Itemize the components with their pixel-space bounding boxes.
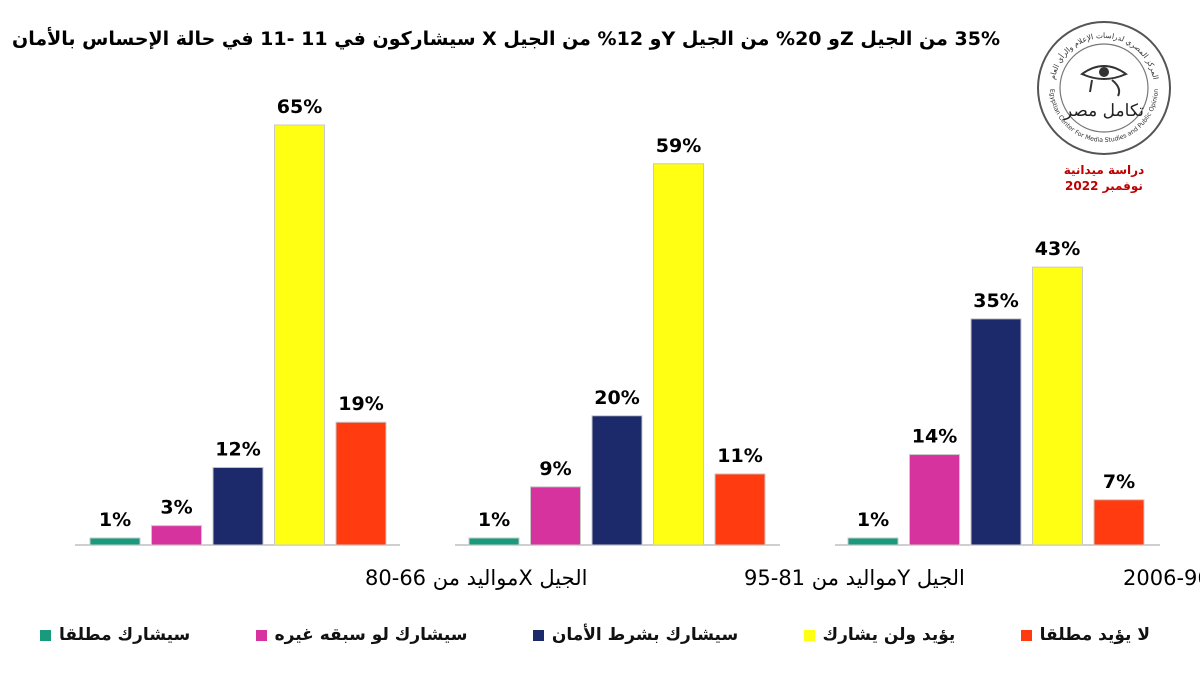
bar-value-label: 11% — [717, 445, 762, 467]
legend-item: سيشارك بشرط الأمان — [532, 625, 739, 645]
bar — [909, 454, 960, 546]
bar — [847, 537, 899, 546]
bar — [89, 537, 141, 546]
legend-item: سيشارك لو سبقه غيره — [255, 625, 468, 645]
bar-value-label: 65% — [277, 96, 322, 118]
bar-value-label: 14% — [912, 426, 957, 448]
bar-value-label: 3% — [160, 497, 192, 519]
bar — [591, 415, 643, 546]
bar — [335, 421, 387, 546]
category-label: الجيل Zمواليد من 96-2006 — [1123, 566, 1200, 590]
logo-caption: دراسة ميدانية نوفمبر 2022 — [1034, 162, 1174, 194]
logo-wordmark: تكامل مصر — [1063, 101, 1144, 121]
legend-item: سيشارك مطلقا — [40, 625, 190, 645]
bar — [468, 537, 520, 546]
legend-label: سيشارك بشرط الأمان — [551, 625, 739, 645]
category-label: الجيل Yمواليد من 81-95 — [744, 566, 965, 590]
bar-value-label: 7% — [1103, 471, 1135, 493]
bar-value-label: 12% — [215, 438, 260, 460]
logo-caption-study: دراسة ميدانية — [1063, 163, 1145, 177]
legend-swatch — [40, 629, 51, 641]
legend-swatch — [1020, 629, 1032, 641]
bar-value-label: 1% — [99, 509, 131, 531]
bar — [151, 525, 202, 546]
bar-value-label: 19% — [338, 393, 383, 415]
bar — [714, 473, 766, 546]
bar — [530, 486, 581, 546]
bar — [970, 318, 1022, 546]
legend-label: يؤيد ولن يشارك — [822, 625, 956, 645]
legend-item: لا يؤيد مطلقا — [1020, 625, 1150, 645]
chart-legend: لا يؤيد مطلقا يؤيد ولن يشارك سيشارك بشرط ا… — [40, 620, 1150, 650]
legend-label: سيشارك لو سبقه غيره — [274, 625, 468, 645]
category-label: الجيل Xمواليد من 66-80 — [365, 566, 587, 590]
bar — [212, 466, 264, 546]
legend-label: سيشارك مطلقا — [59, 625, 191, 645]
legend-swatch — [803, 629, 815, 641]
legend-swatch — [255, 629, 267, 641]
legend-item: يؤيد ولن يشارك — [803, 625, 956, 645]
legend-swatch — [532, 629, 544, 641]
bar-value-label: 20% — [594, 387, 639, 409]
bar-value-label: 9% — [539, 458, 571, 480]
bar — [653, 163, 704, 546]
bar-value-label: 1% — [857, 509, 889, 531]
bar-chart: 1% 3% 12% 65% 19% الجيل Xمواليد من 66-80 1% 9% 2… — [75, 96, 1200, 590]
chart-title: 35% من الجيل Zو 20% من الجيل Yو 12% من ا… — [11, 28, 1000, 50]
bar — [274, 124, 325, 546]
logo-seal-icon: المركز المصري لدراسات الإعلام والرأي الع… — [1037, 21, 1171, 155]
logo-caption-date: نوفمبر 2022 — [1065, 179, 1143, 193]
logo: المركز المصري لدراسات الإعلام والرأي الع… — [1034, 18, 1174, 208]
bar — [1032, 266, 1083, 546]
legend-label: لا يؤيد مطلقا — [1039, 625, 1150, 645]
bar-value-label: 43% — [1035, 238, 1080, 260]
bar — [1093, 499, 1145, 546]
bar-value-label: 59% — [656, 135, 701, 157]
bar-value-label: 1% — [478, 509, 510, 531]
bar-value-label: 35% — [973, 290, 1018, 312]
